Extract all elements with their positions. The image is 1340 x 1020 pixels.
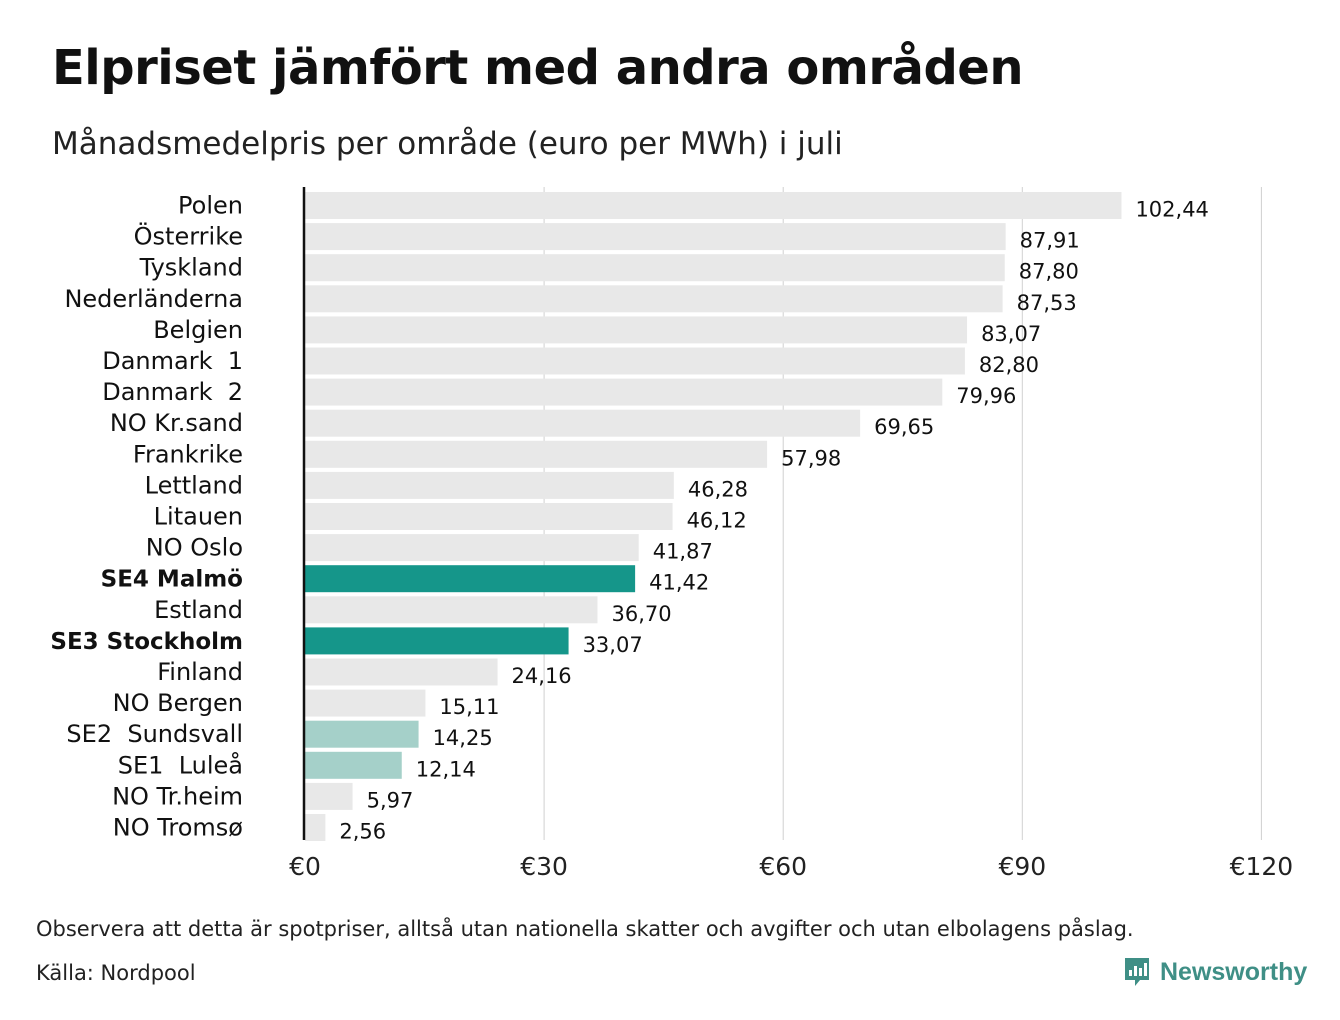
x-tick-label: €30 [520,852,568,881]
bar [305,409,861,437]
bar [305,223,1006,251]
category-label: NO Kr.sand [110,409,243,437]
chart-subtitle: Månadsmedelpris per område (euro per MWh… [52,126,843,162]
x-tick-label: €120 [1230,852,1294,881]
category-label: Polen [178,192,243,220]
bar [305,751,402,779]
value-label: 24,16 [512,664,572,688]
category-label: Estland [154,596,243,624]
bar [305,347,965,375]
bar [305,378,943,406]
category-label: Finland [157,658,243,686]
category-label: Litauen [154,503,243,531]
bar [305,503,673,530]
category-label: SE3 Stockholm [50,629,243,655]
value-label: 57,98 [781,446,841,470]
value-label: 15,11 [439,695,499,719]
bar [305,689,426,717]
bar [305,658,498,686]
value-label: 46,12 [687,509,747,533]
value-label: 33,07 [583,633,643,657]
value-label: 87,91 [1020,229,1080,253]
value-label: 14,25 [433,726,493,750]
category-label: NO Bergen [113,689,243,717]
value-label: 5,97 [367,788,414,812]
category-label: Belgien [153,316,243,344]
bar [305,565,636,593]
bar [305,192,1122,219]
value-labels: 102,44 87,91 87,80 87,53 83,07 82,80 79,96 69,6… [339,198,1209,844]
bar [305,440,768,468]
bar [305,782,353,810]
bar [305,254,1005,282]
chart-title: Elpriset jämfört med andra områden [52,40,1024,96]
category-label: NO Tr.heim [112,782,243,810]
brand-logo: Newsworthy [1122,955,1307,989]
bar [305,814,326,841]
x-tick-label: €90 [998,852,1046,881]
value-label: 102,44 [1135,198,1208,222]
value-label: 87,80 [1019,260,1079,284]
source-note: Källa: Nordpool [36,961,196,985]
x-tick-label: €60 [759,852,807,881]
value-label: 2,56 [339,820,386,844]
bar [305,720,419,748]
category-label: Nederländerna [64,285,243,313]
value-label: 82,80 [979,353,1039,377]
category-label: SE2 Sundsvall [66,720,243,748]
bar [305,471,674,499]
value-label: 12,14 [416,757,476,781]
newsworthy-logo-icon [1125,958,1149,986]
category-label: Österrike [134,222,243,251]
value-label: 41,42 [649,571,709,595]
x-axis: €0 €30 €60 €90 €120 [289,187,1293,881]
x-tick-label: €0 [289,852,321,881]
value-label: 83,07 [981,322,1041,346]
bar [305,534,639,562]
category-label: Danmark 1 [102,347,243,375]
category-label: SE1 Luleå [118,750,243,779]
category-label: Lettland [145,471,243,499]
category-label: NO Tromsø [113,814,243,842]
category-label: Frankrike [133,440,243,468]
category-label: Tyskland [139,254,243,282]
category-label: Danmark 2 [102,378,243,406]
value-label: 46,28 [688,477,748,501]
value-label: 69,65 [874,415,934,439]
value-label: 36,70 [611,602,671,626]
brand-name: Newsworthy [1160,957,1308,986]
bar [305,596,598,624]
category-label: NO Oslo [146,534,243,562]
bar [305,627,569,655]
bars [305,192,1122,841]
bar [305,285,1003,313]
value-label: 87,53 [1017,291,1077,315]
bar [305,316,968,344]
footnote: Observera att detta är spotpriser, allts… [36,917,1134,941]
category-label: SE4 Malmö [101,567,243,593]
value-label: 79,96 [956,384,1016,408]
value-label: 41,87 [653,540,713,564]
